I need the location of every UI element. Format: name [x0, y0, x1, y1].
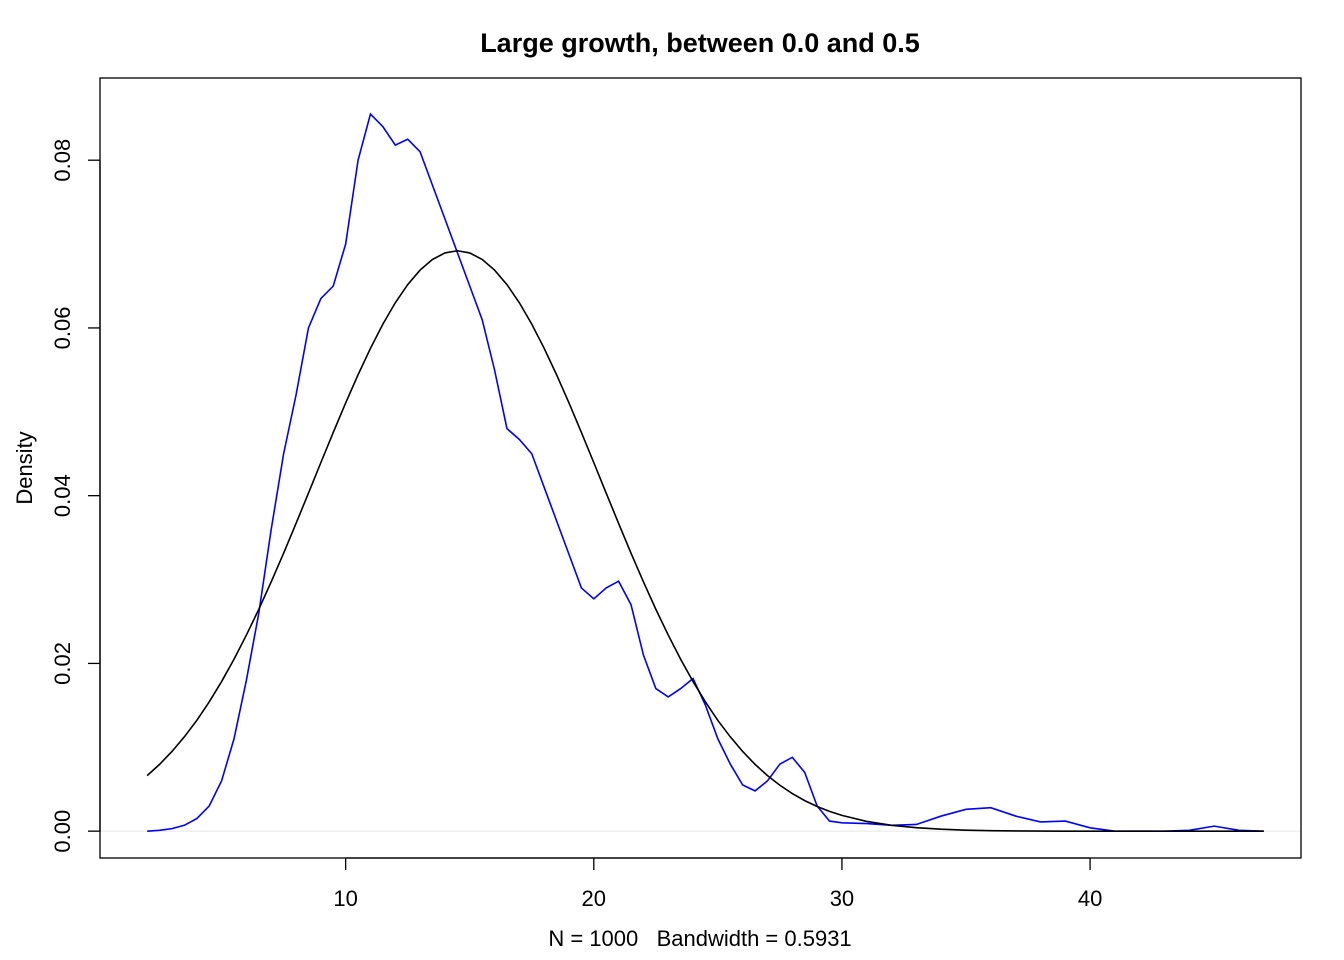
y-tick-label: 0.06	[50, 307, 75, 350]
chart-title: Large growth, between 0.0 and 0.5	[480, 28, 920, 58]
density-line	[147, 112, 1264, 832]
x-tick-label: 10	[333, 886, 357, 911]
y-tick-label: 0.00	[50, 810, 75, 853]
y-tick-label: 0.08	[50, 139, 75, 182]
density-line	[146, 249, 1264, 832]
x-tick-label: 30	[830, 886, 854, 911]
y-axis-label: Density	[12, 431, 37, 504]
x-tick-label: 20	[582, 886, 606, 911]
y-tick-label: 0.02	[50, 642, 75, 685]
x-tick-label: 40	[1078, 886, 1102, 911]
y-tick-label: 0.04	[50, 474, 75, 517]
x-axis-label: N = 1000 Bandwidth = 0.5931	[548, 926, 851, 951]
